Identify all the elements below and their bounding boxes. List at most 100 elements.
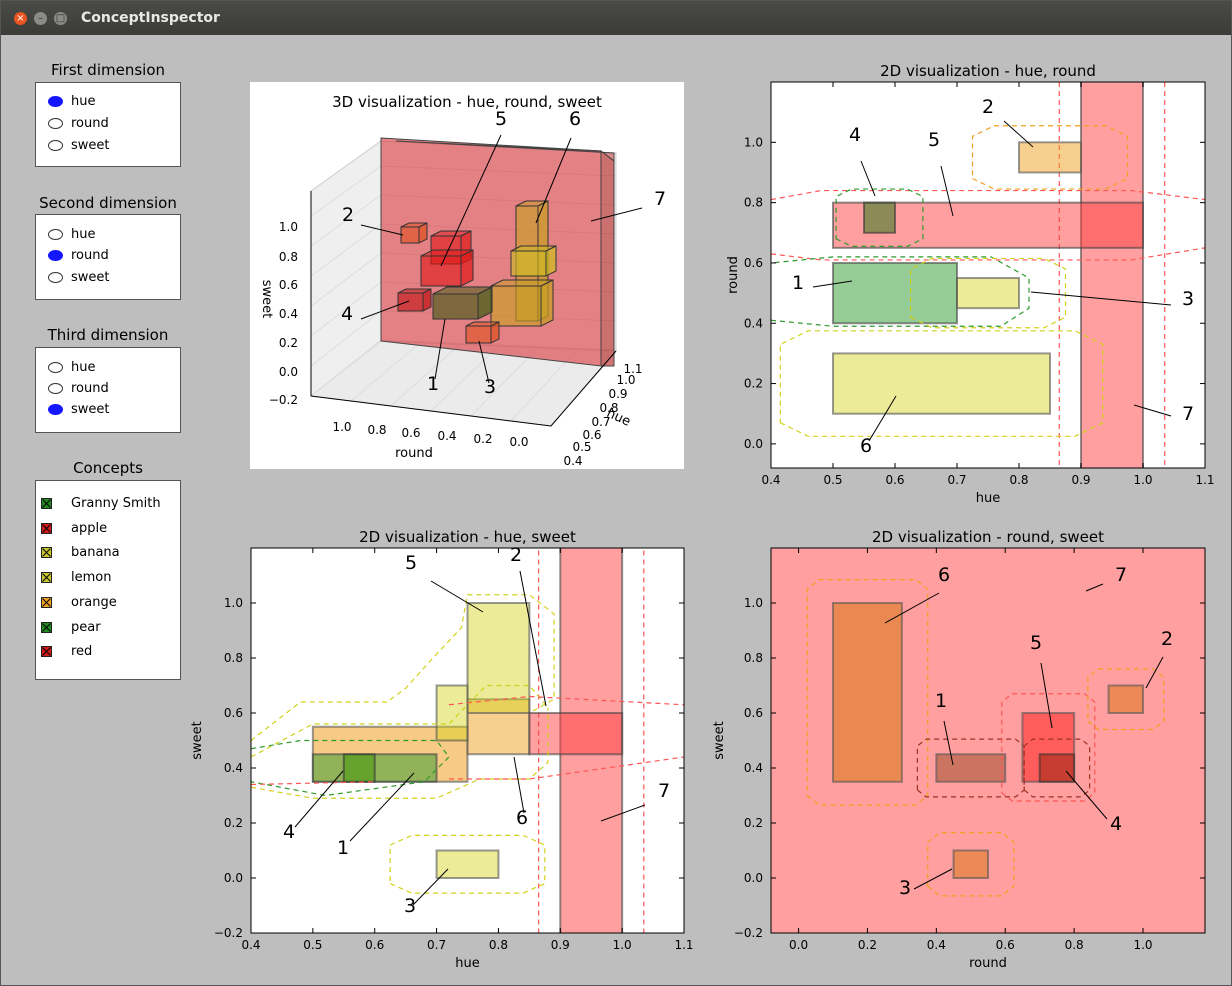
red-region	[1080, 82, 1144, 468]
radio-label: round	[71, 381, 109, 396]
second-dim-round-radio[interactable]: round	[48, 247, 109, 265]
orange-box	[1018, 141, 1082, 174]
annotation-line	[1145, 656, 1164, 689]
boundary-line	[251, 594, 555, 741]
y-tick-label: 0.4	[744, 761, 763, 775]
concept-boundary	[779, 330, 1104, 437]
banana-box	[832, 602, 903, 783]
x-axis-label: hue	[455, 956, 479, 971]
concept-boundary	[1001, 693, 1096, 802]
banana-cube-side	[540, 279, 554, 327]
3d-round-tick: 0.8	[367, 423, 386, 437]
radio-icon	[48, 362, 63, 373]
radio-selected-icon	[48, 250, 63, 261]
annotation-label: 1	[337, 837, 349, 859]
plot-frame	[770, 81, 1206, 469]
y-tick-label: −0.2	[734, 926, 763, 940]
checkbox-checked-icon[interactable]	[41, 498, 52, 509]
x-tick-label: 0.7	[947, 473, 966, 487]
y-tick-label: 0.6	[744, 256, 763, 270]
concept-item[interactable]: apple	[41, 519, 107, 539]
second-dim-hue-radio[interactable]: hue	[48, 226, 95, 244]
plot-frame	[250, 547, 685, 934]
boundary-line	[448, 756, 684, 780]
granny-smith-cube-side	[477, 286, 493, 320]
x-tick-label: 0.8	[1065, 938, 1084, 952]
checkbox-checked-icon[interactable]	[41, 646, 52, 658]
concept-boundary	[909, 257, 1067, 329]
x-tick-label: 0.8	[489, 938, 508, 952]
third-dim-round-radio[interactable]: round	[48, 380, 109, 398]
concept-item[interactable]: pear	[41, 618, 101, 638]
x-tick-label: 0.7	[427, 938, 446, 952]
grid-line	[310, 310, 382, 367]
minimize-icon[interactable]: –	[34, 12, 47, 25]
x-tick-label: 0.9	[551, 938, 570, 952]
radio-label: round	[71, 116, 109, 131]
banana-box	[435, 684, 469, 742]
concept-item[interactable]: orange	[41, 593, 117, 613]
x-tick-label: 0.4	[761, 473, 780, 487]
pear-box	[1038, 753, 1076, 783]
grid-line	[310, 223, 382, 277]
annotation-line	[349, 772, 415, 842]
checkbox-checked-icon[interactable]	[41, 596, 52, 608]
third-dim-hue-radio[interactable]: hue	[48, 359, 95, 377]
annotation-line	[360, 300, 410, 320]
maximize-icon[interactable]: □	[54, 12, 67, 25]
first-dim-hue-radio[interactable]: hue	[48, 93, 95, 111]
y-tick-label: 1.0	[224, 596, 243, 610]
plot-hue-sweet: 0.4 0.5 0.6 0.7 0.8 0.9 1.0 1.1 −0.2 0.0 0.2 0.4 0.6…	[190, 528, 694, 971]
annotation-label: 5	[928, 129, 940, 151]
3d-round-label: round	[395, 446, 433, 461]
concept-item[interactable]: red	[41, 642, 92, 662]
banana-box	[466, 602, 531, 714]
3d-round-tick: 1.0	[332, 420, 351, 434]
grid-line	[310, 340, 382, 397]
y-axis-label: round	[726, 256, 741, 294]
checkbox-checked-icon[interactable]	[41, 547, 52, 559]
radio-icon	[48, 229, 63, 240]
annotation-label: 7	[1182, 403, 1194, 425]
annotation-label: 5	[1030, 632, 1042, 654]
banana-cube	[490, 285, 542, 327]
3d-sweet-label: sweet	[259, 280, 274, 319]
annotation-line	[913, 868, 953, 890]
first-dim-round-radio[interactable]: round	[48, 115, 109, 133]
annotation-line	[1065, 770, 1108, 820]
third-dim-sweet-radio[interactable]: sweet	[48, 401, 110, 419]
checkbox-checked-icon[interactable]	[41, 572, 52, 584]
grid-line	[430, 346, 499, 412]
plot-hue-round: 0.4 0.5 0.6 0.7 0.8 0.9 1.0 1.1 0.0 0.2 0.4 0.6 0.8 1…	[726, 62, 1215, 506]
annotation-label: 6	[569, 108, 581, 130]
x-tick-label: 0.6	[365, 938, 384, 952]
close-icon[interactable]: ×	[14, 12, 27, 25]
concept-item[interactable]: banana	[41, 543, 120, 563]
first-dimension-group: hue round sweet	[35, 82, 181, 167]
3d-sweet-tick: 0.2	[279, 336, 298, 350]
checkbox-checked-icon[interactable]	[41, 522, 52, 534]
concept-label: orange	[71, 594, 117, 610]
3d-hue-tick: 0.8	[599, 401, 618, 415]
concept-item[interactable]: lemon	[41, 568, 111, 588]
lemon-cube-side	[490, 321, 500, 344]
annotation-label: 3	[404, 895, 416, 917]
concept-boundary	[806, 579, 929, 806]
grid-line	[350, 342, 421, 402]
annotation-label: 3	[1182, 288, 1194, 310]
third-dimension-title: Third dimension	[47, 326, 169, 344]
second-dim-sweet-radio[interactable]: sweet	[48, 269, 110, 287]
annotation-label: 4	[849, 124, 861, 146]
first-dim-sweet-radio[interactable]: sweet	[48, 137, 110, 155]
3d-hue-tick: 0.7	[591, 415, 610, 429]
concept-item[interactable]: Granny Smith	[41, 494, 161, 514]
annotation-line	[600, 804, 646, 822]
annotation-label: 5	[405, 552, 417, 574]
grid-line	[390, 344, 460, 407]
annotation-label: 2	[342, 204, 354, 226]
annotation-line	[940, 165, 954, 217]
3d-hue-tick: 1.1	[623, 362, 642, 376]
first-dimension-title: First dimension	[50, 61, 166, 79]
annotation-line	[412, 868, 449, 906]
checkbox-checked-icon[interactable]	[41, 621, 52, 633]
